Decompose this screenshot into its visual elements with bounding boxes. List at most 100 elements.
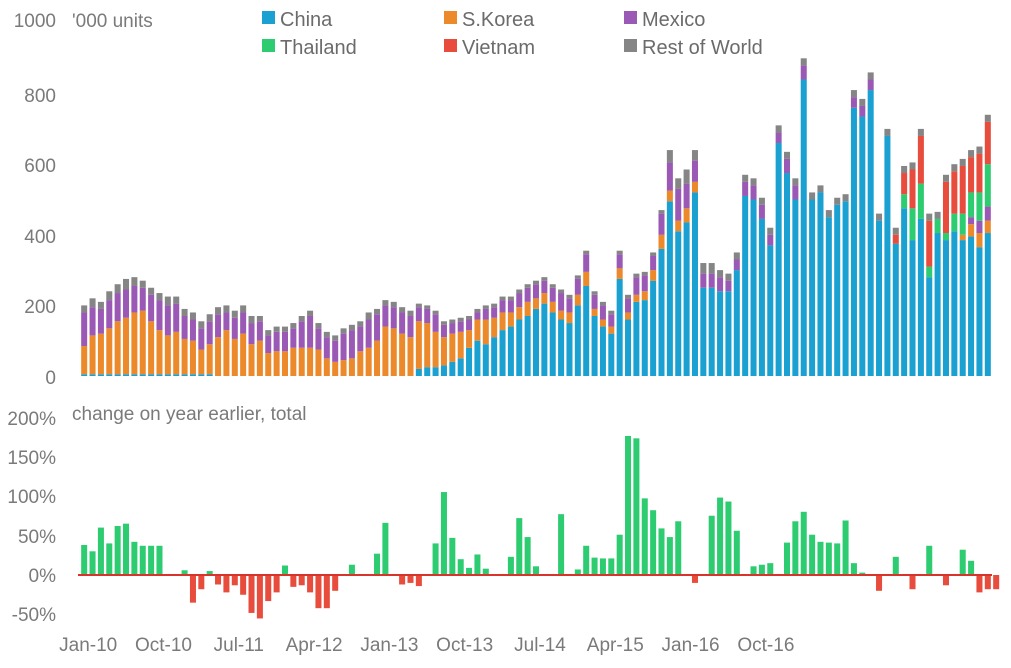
bar-mexico-35: [374, 314, 381, 341]
yoy-bar-85: [792, 521, 799, 575]
bar-rest-of-world-79: [742, 174, 749, 182]
bar-china-77: [725, 291, 732, 376]
bar-mexico-80: [750, 185, 757, 200]
bar-s-korea-70: [666, 190, 673, 202]
bar-s-korea-45: [457, 331, 464, 359]
bar-mexico-107: [976, 220, 983, 234]
bar-mexico-83: [775, 132, 782, 144]
bar-mexico-61: [591, 294, 598, 309]
bar-mexico-55: [541, 280, 548, 294]
bar-vietnam-105: [959, 165, 966, 214]
bar-s-korea-49: [491, 317, 498, 338]
bar-rest-of-world-67: [641, 271, 648, 276]
legend-label-rest-of-world: Rest of World: [642, 37, 763, 59]
legend-swatch-mexico: [624, 11, 637, 24]
bar-mexico-92: [850, 97, 857, 108]
bar-china-48: [482, 344, 489, 376]
yoy-bar-89: [825, 542, 832, 575]
bar-mexico-93: [859, 105, 866, 117]
bar-s-korea-12: [181, 338, 188, 375]
bar-china-52: [516, 319, 523, 376]
bar-china-44: [449, 361, 456, 376]
bar-china-47: [474, 340, 481, 376]
bar-s-korea-64: [616, 268, 623, 279]
bar-rest-of-world-36: [382, 300, 389, 306]
bar-rest-of-world-92: [850, 90, 857, 98]
bar-rest-of-world-96: [884, 128, 891, 136]
bar-china-46: [466, 347, 473, 376]
bar-thailand-101: [926, 266, 933, 278]
bar-rest-of-world-48: [482, 305, 489, 309]
bar-china-107: [976, 247, 983, 376]
yoy-bar-78: [733, 530, 740, 575]
top-y-tick-200: 200: [24, 297, 56, 318]
bar-china-66: [633, 301, 640, 376]
bar-s-korea-26: [298, 347, 305, 376]
top-bars: [81, 58, 991, 377]
yoy-bar-30: [332, 575, 339, 591]
bar-rest-of-world-23: [273, 326, 280, 332]
bar-china-43: [440, 365, 447, 376]
bar-s-korea-107: [976, 233, 983, 248]
bar-china-98: [901, 208, 908, 376]
bar-rest-of-world-68: [650, 252, 657, 256]
bar-s-korea-47: [474, 319, 481, 341]
bar-rest-of-world-80: [750, 178, 757, 186]
bar-rest-of-world-9: [156, 293, 163, 301]
bar-rest-of-world-14: [198, 321, 205, 329]
yoy-bar-1: [89, 551, 96, 575]
bar-mexico-11: [173, 303, 180, 332]
yoy-bar-68: [650, 510, 657, 575]
bar-s-korea-24: [281, 351, 288, 376]
yoy-bar-59: [574, 569, 581, 575]
bar-china-84: [784, 173, 791, 376]
bar-mexico-38: [399, 312, 406, 334]
bar-mexico-82: [767, 234, 774, 246]
bar-vietnam-104: [951, 171, 958, 214]
yoy-bar-101: [926, 545, 933, 575]
bar-china-54: [532, 308, 540, 376]
yoy-bar-48: [482, 568, 489, 575]
bar-mexico-44: [449, 323, 456, 334]
bar-rest-of-world-75: [708, 263, 715, 274]
bar-rest-of-world-11: [173, 296, 180, 304]
bar-vietnam-106: [968, 157, 975, 193]
bar-s-korea-4: [114, 321, 121, 375]
bar-thailand-106: [968, 192, 975, 218]
bottom-y-tick-200: 200%: [7, 409, 56, 430]
bar-s-korea-15: [206, 344, 213, 375]
bar-mexico-84: [784, 158, 791, 174]
bar-china-64: [616, 278, 623, 376]
bar-china-83: [775, 143, 782, 376]
bar-china-14: [198, 374, 205, 376]
bar-china-59: [574, 305, 581, 376]
bar-mexico-36: [382, 305, 389, 327]
bar-china-99: [909, 240, 916, 376]
bar-china-55: [541, 303, 548, 376]
yoy-bar-77: [725, 501, 732, 575]
bar-s-korea-21: [256, 340, 263, 376]
bar-rest-of-world-44: [449, 319, 456, 324]
yoy-bar-22: [265, 575, 272, 602]
bar-china-58: [566, 323, 573, 376]
yoy-bar-92: [850, 563, 857, 575]
bar-s-korea-56: [549, 301, 556, 313]
bar-rest-of-world-107: [976, 146, 983, 154]
bar-rest-of-world-69: [658, 210, 665, 214]
bar-mexico-57: [558, 293, 565, 311]
yoy-bar-95: [876, 575, 883, 591]
bar-s-korea-27: [307, 347, 314, 376]
bar-mexico-75: [708, 273, 715, 288]
bar-rest-of-world-49: [491, 303, 498, 308]
bar-rest-of-world-102: [934, 211, 941, 219]
bar-rest-of-world-8: [148, 287, 155, 295]
bar-rest-of-world-41: [424, 305, 431, 309]
bar-rest-of-world-28: [315, 323, 322, 329]
bar-s-korea-35: [374, 340, 381, 376]
yoy-bar-42: [432, 543, 439, 575]
yoy-bar-103: [942, 575, 949, 586]
bar-vietnam-97: [892, 234, 899, 244]
yoy-bar-15: [206, 571, 213, 575]
bar-china-78: [733, 270, 740, 376]
bar-rest-of-world-94: [867, 72, 874, 80]
